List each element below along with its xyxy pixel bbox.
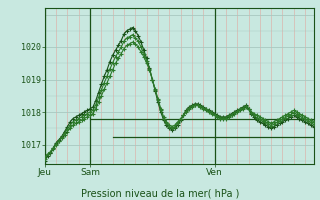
- Text: Pression niveau de la mer( hPa ): Pression niveau de la mer( hPa ): [81, 188, 239, 198]
